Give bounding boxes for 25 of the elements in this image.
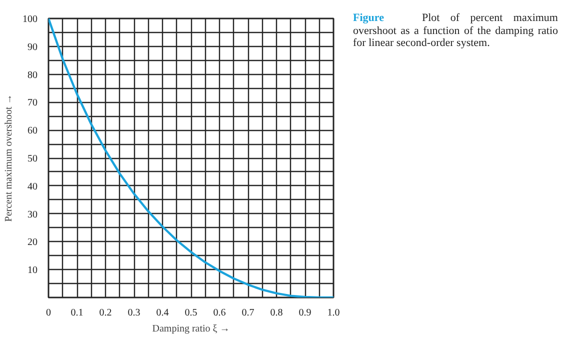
x-axis-title: Damping ratio ξ →	[152, 324, 230, 334]
y-tick-label: 90	[28, 42, 38, 53]
x-tick-label: 0.7	[242, 308, 254, 318]
y-tick-label: 40	[28, 181, 38, 192]
x-tick-label: 0.1	[70, 308, 84, 318]
x-tick-label: 0.2	[99, 308, 112, 318]
y-tick-label: 10	[28, 265, 38, 276]
y-tick-label: 80	[28, 70, 38, 81]
x-tick-label: 0.3	[128, 308, 140, 318]
y-tick-label: 60	[28, 126, 38, 137]
x-tick-label: 0	[46, 308, 51, 318]
x-tick-label: 0.4	[156, 308, 169, 318]
y-tick-label: 30	[28, 209, 38, 220]
y-tick-label: 100	[22, 14, 38, 25]
x-tick-label: 0.8	[270, 308, 283, 318]
y-axis-title: Percent maximum overshoot →	[4, 94, 14, 222]
x-tick-label: 0.6	[213, 308, 226, 318]
text: Figure	[353, 12, 384, 24]
x-tick-label: 1.0	[327, 308, 340, 318]
y-tick-label: 50	[28, 154, 38, 164]
line-series	[48, 18, 334, 298]
x-tick-label: 0.9	[298, 308, 312, 318]
y-tick-label: 20	[28, 237, 38, 248]
x-tick-label: 0.5	[184, 308, 198, 318]
y-tick-label: 70	[28, 98, 38, 109]
